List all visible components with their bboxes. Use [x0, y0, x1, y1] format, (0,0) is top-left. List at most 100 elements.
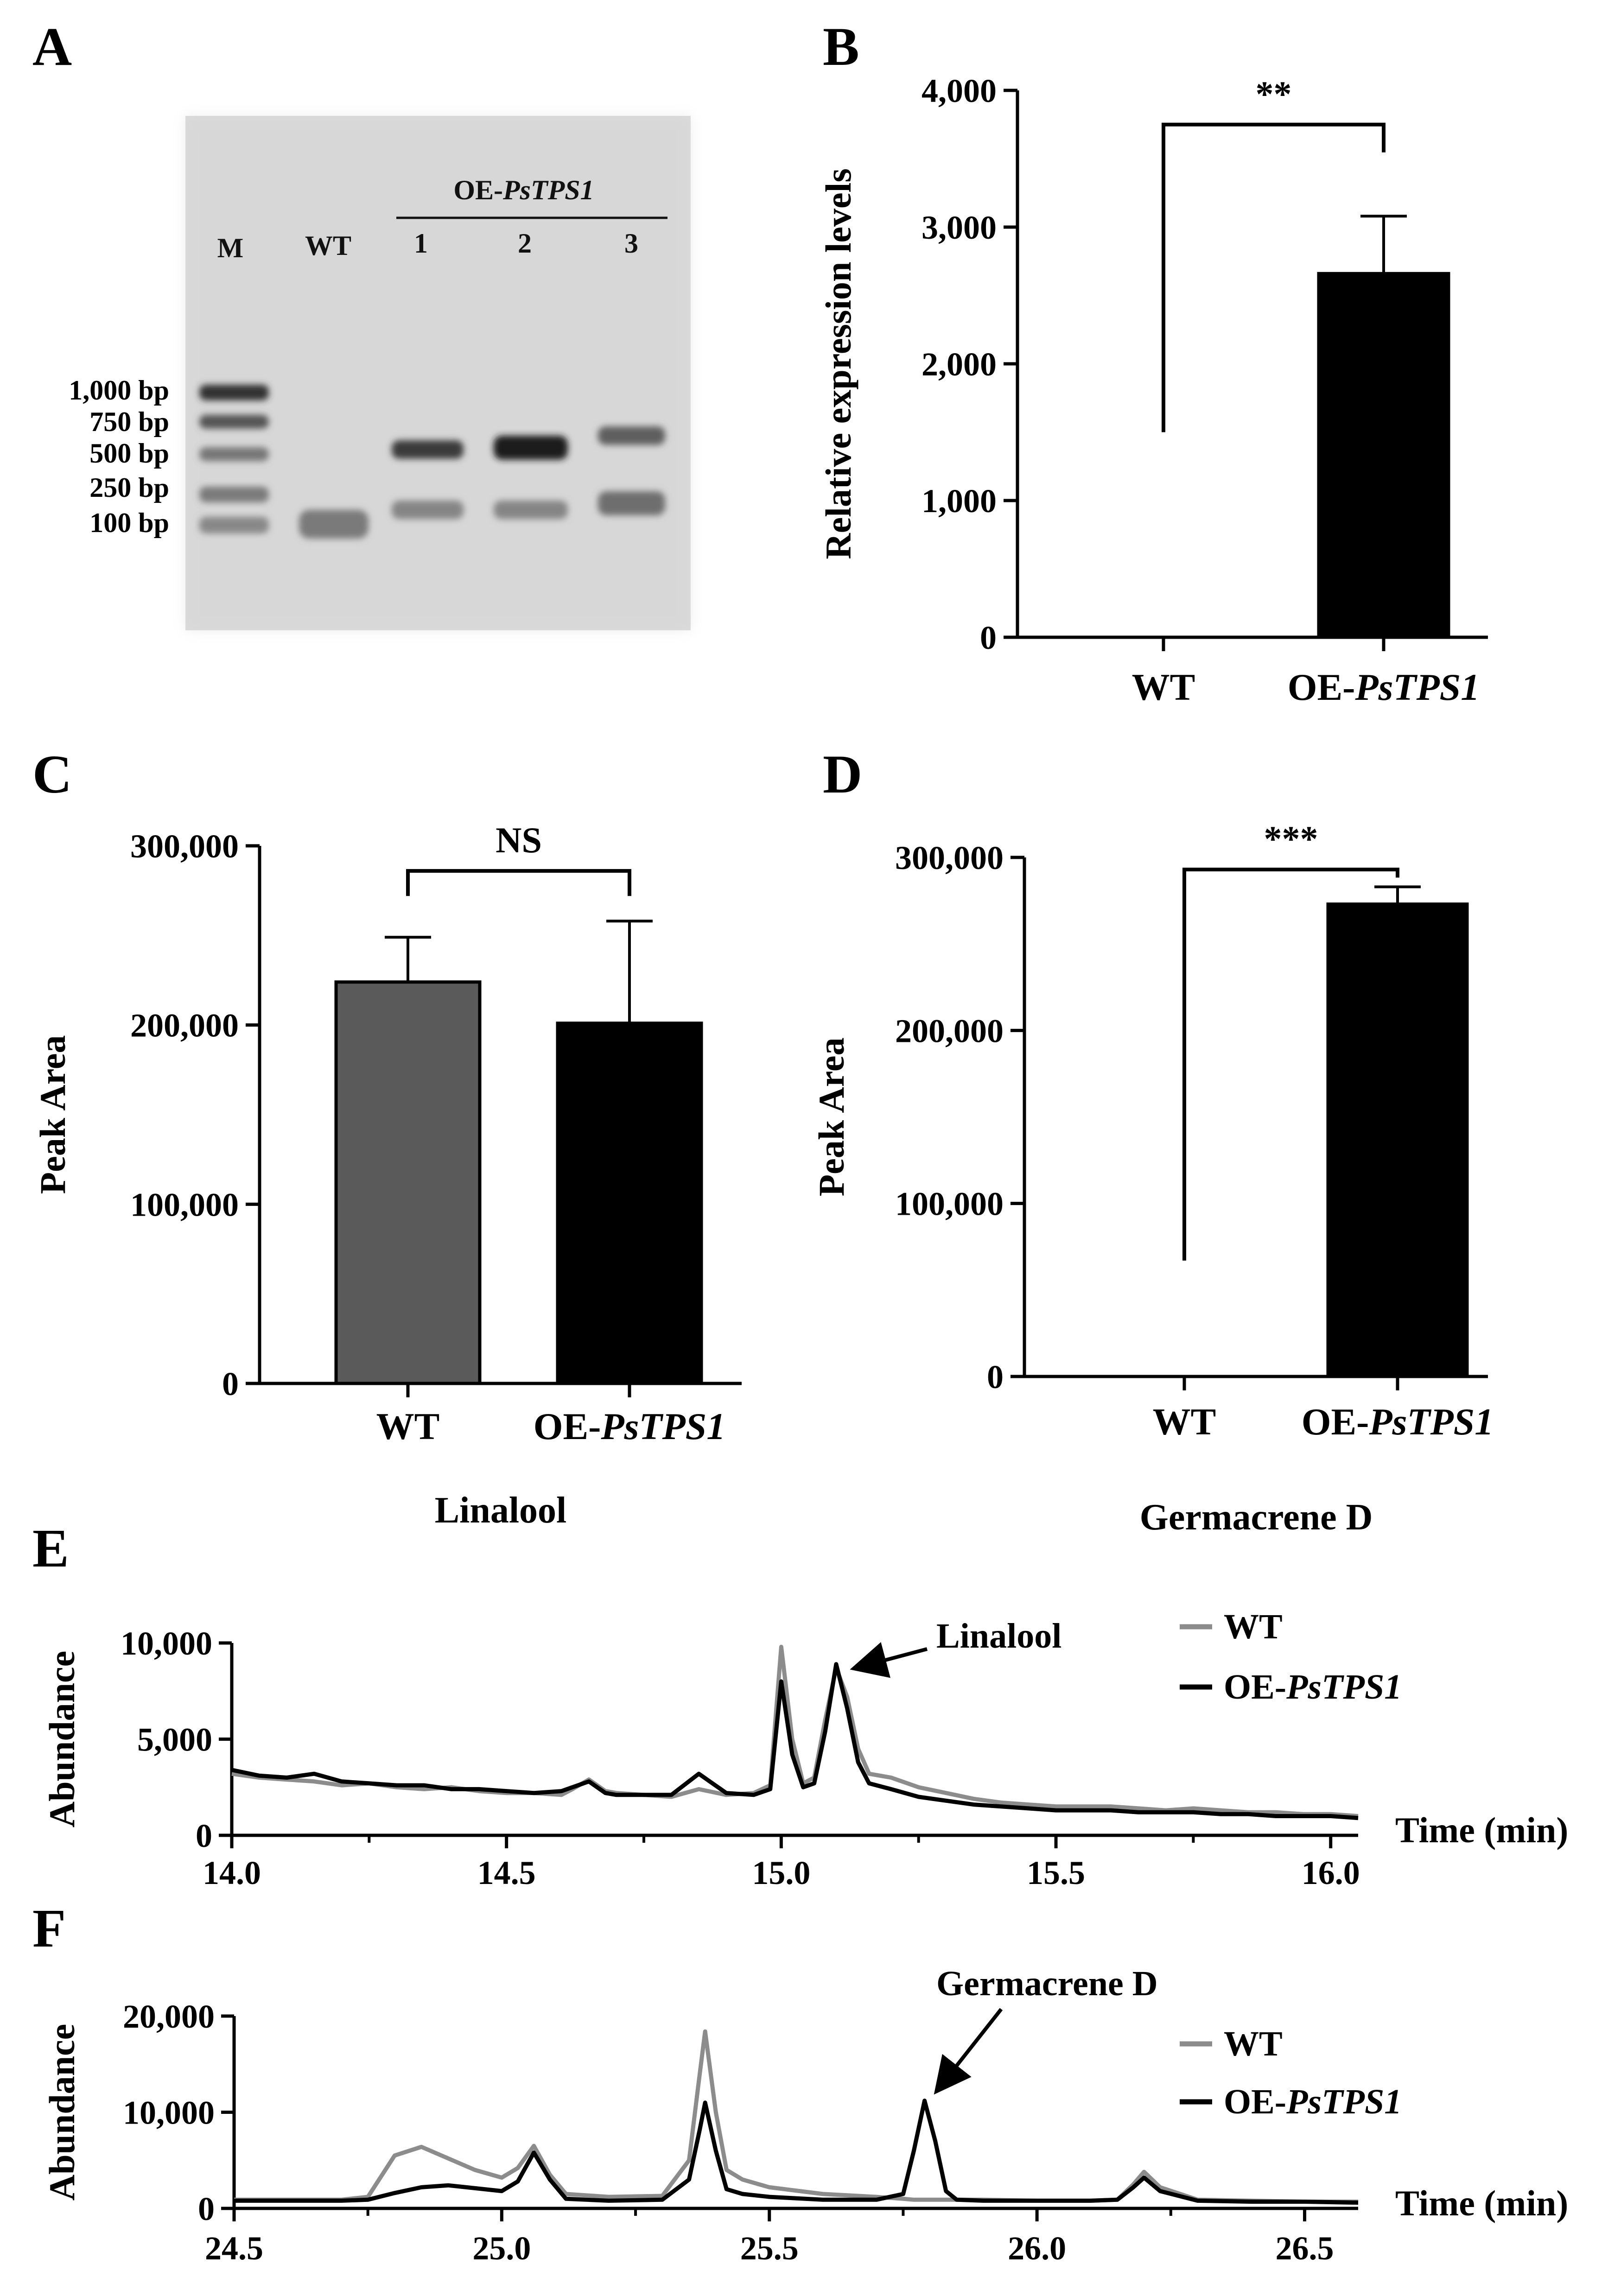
chart-f-x-tick-label: 25.5	[740, 2230, 799, 2267]
chart-f-legend-label-0: WT	[1224, 2024, 1283, 2063]
chart-f-y-axis-label: Abundance	[42, 2024, 82, 2201]
panel-letter-d: D	[823, 744, 862, 805]
band-ladder-750	[199, 415, 269, 429]
chart-b-category-label-0: WT	[1132, 666, 1195, 708]
band-oe2-target	[494, 436, 568, 460]
chart-b-category-label-1-plain: OE-	[1288, 666, 1355, 708]
chart-b-relative-expression: 0 1,000 2,000 3,000 4,000 WT OE-PsTPS1 ** Relati…	[818, 72, 1488, 708]
chart-d-bar	[1326, 902, 1469, 1378]
chart-b-significance-bracket	[1162, 122, 1386, 432]
chart-e-y-tick-label: 5,000	[137, 1721, 212, 1758]
gel-lane-label-m: M	[217, 233, 244, 263]
band-oe1-target	[392, 440, 464, 459]
chart-e-annotation-label: Linalool	[936, 1617, 1061, 1655]
gel-group-label: OE-PsTPS1	[453, 175, 594, 205]
chart-e-series-line-0	[231, 1644, 1359, 1818]
ladder-label-500: 500 bp	[89, 438, 169, 469]
chart-d-y-tick-label: 0	[987, 1358, 1004, 1395]
ladder-label-250: 250 bp	[89, 472, 169, 503]
chart-f-legend-label-1: OE-PsTPS1	[1224, 2082, 1402, 2121]
chart-b-y-tick-label: 3,000	[922, 209, 997, 246]
chart-d-germacrene-peak-area: 0 100,000 200,000 300,000 WT OE-PsTPS1 *** Peak…	[811, 818, 1494, 1538]
chart-e-y-tick-label: 0	[196, 1817, 212, 1854]
chart-f-annotation-arrow	[934, 2008, 1003, 2095]
panel-letter-b: B	[823, 16, 859, 77]
chart-b-category-label-0-plain: WT	[1132, 666, 1195, 708]
gel-lane-label-1: 1	[414, 228, 428, 259]
chart-c-y-tick-label: 300,000	[130, 828, 239, 865]
chart-e-x-axis-label: Time (min)	[1395, 1810, 1568, 1850]
ladder-label-1000: 1,000 bp	[69, 375, 169, 406]
chart-f-legend-label-1-italic: PsTPS1	[1286, 2082, 1402, 2121]
chart-e-legend-label-1: OE-PsTPS1	[1224, 1668, 1402, 1706]
chart-d-significance-label: ***	[1264, 818, 1318, 859]
chart-d-y-tick-label: 100,000	[895, 1186, 1004, 1223]
chart-b-y-tick-label: 1,000	[922, 482, 997, 520]
chart-e-legend-label-1-italic: PsTPS1	[1286, 1668, 1402, 1706]
chart-c-y-tick-label: 200,000	[130, 1007, 239, 1044]
chart-d-category-label-1-plain: OE-	[1302, 1401, 1369, 1443]
chart-d-caption: Germacrene D	[1140, 1497, 1373, 1538]
chart-c-category-label-0-plain: WT	[376, 1405, 440, 1447]
chart-e-legend-label-0: WT	[1224, 1607, 1283, 1646]
gel-group-gene: PsTPS1	[502, 175, 594, 205]
gel-panel: M WT 1 2 3 OE-PsTPS1 1,000 bp 750 bp 500…	[69, 116, 691, 630]
chart-d-y-tick-label: 300,000	[895, 839, 1004, 876]
chart-c-category-label-1: OE-PsTPS1	[534, 1405, 726, 1447]
chart-c-category-label-1-plain: OE-	[534, 1405, 601, 1447]
chart-f-x-tick-label: 26.5	[1276, 2230, 1334, 2267]
gel-lane-label-3: 3	[624, 228, 638, 259]
chart-f-annotation-label: Germacrene D	[936, 1964, 1158, 2003]
gel-bands	[199, 385, 665, 539]
band-ladder-250	[199, 487, 269, 502]
chart-e-y-axis-label: Abundance	[42, 1651, 82, 1827]
chart-f-y-tick-label: 10,000	[123, 2094, 215, 2131]
chart-f-x-tick-label: 25.0	[472, 2230, 531, 2267]
panel-letter-e: E	[32, 1518, 69, 1579]
chart-c-category-label-0: WT	[376, 1405, 440, 1447]
chart-c-category-label-1-italic: PsTPS1	[601, 1405, 726, 1447]
gel-texture	[185, 116, 691, 630]
chart-b-significance-label: **	[1256, 74, 1292, 114]
chart-b-y-tick-label: 0	[980, 619, 997, 656]
chart-e-annotation-arrow	[850, 1642, 928, 1678]
chart-c-y-tick-label: 100,000	[130, 1186, 239, 1223]
panel-letter-f: F	[32, 1898, 66, 1959]
chart-f-y-tick-label: 20,000	[123, 1998, 215, 2035]
band-wt	[299, 510, 369, 539]
band-oe2-low	[494, 501, 568, 519]
chart-b-category-label-1-italic: PsTPS1	[1355, 666, 1480, 708]
ladder-label-100: 100 bp	[89, 507, 169, 538]
chart-b-y-tick-label: 2,000	[922, 346, 997, 383]
chart-e-x-tick-label: 14.0	[203, 1854, 261, 1891]
chart-c-bar	[334, 980, 482, 1385]
chart-e-x-tick-label: 15.0	[752, 1854, 810, 1891]
chart-f-germacrene-chromatogram: 0 10,000 20,000 24.5 25.0 25.5 26.0 26.5 WT OE-Ps…	[42, 1964, 1568, 2267]
chart-f-legend-label-1-plain: OE-	[1224, 2082, 1286, 2121]
chart-e-y-tick-label: 10,000	[121, 1625, 212, 1662]
chart-f-y-tick-label: 0	[198, 2190, 215, 2227]
chart-e-legend-label-1-plain: OE-	[1224, 1668, 1286, 1706]
panel-letter-c: C	[32, 744, 72, 805]
chart-c-y-axis-label: Peak Area	[32, 1035, 73, 1194]
band-oe1-low	[392, 501, 464, 519]
chart-d-category-label-0-plain: WT	[1153, 1401, 1216, 1443]
gel-lane-label-wt: WT	[305, 230, 351, 261]
chart-c-linalool-peak-area: 0 100,000 200,000 300,000 WT OE-PsTPS1 NS Peak …	[32, 820, 742, 1531]
chart-d-category-label-1-italic: PsTPS1	[1369, 1401, 1494, 1443]
chart-f-x-axis-label: Time (min)	[1395, 2183, 1568, 2223]
chart-b-y-axis-label: Relative expression levels	[818, 168, 858, 559]
band-ladder-1000	[199, 385, 269, 400]
chart-f-series-line-0	[234, 2029, 1358, 2204]
chart-e-series-line-1	[231, 1662, 1359, 1820]
chart-d-significance-bracket	[1182, 868, 1399, 1261]
chart-c-caption: Linalool	[435, 1490, 567, 1531]
gel-lane-label-2: 2	[518, 228, 532, 259]
band-ladder-100	[199, 517, 269, 533]
chart-b-bar	[1317, 272, 1450, 639]
chart-e-x-tick-label: 16.0	[1302, 1854, 1360, 1891]
chart-c-y-tick-label: 0	[222, 1365, 239, 1402]
chart-e-linalool-chromatogram: 0 5,000 10,000 14.0 14.5 15.0 15.5 16.0 WT OE-PsT…	[42, 1607, 1568, 1891]
panel-letter-a: A	[32, 16, 72, 77]
